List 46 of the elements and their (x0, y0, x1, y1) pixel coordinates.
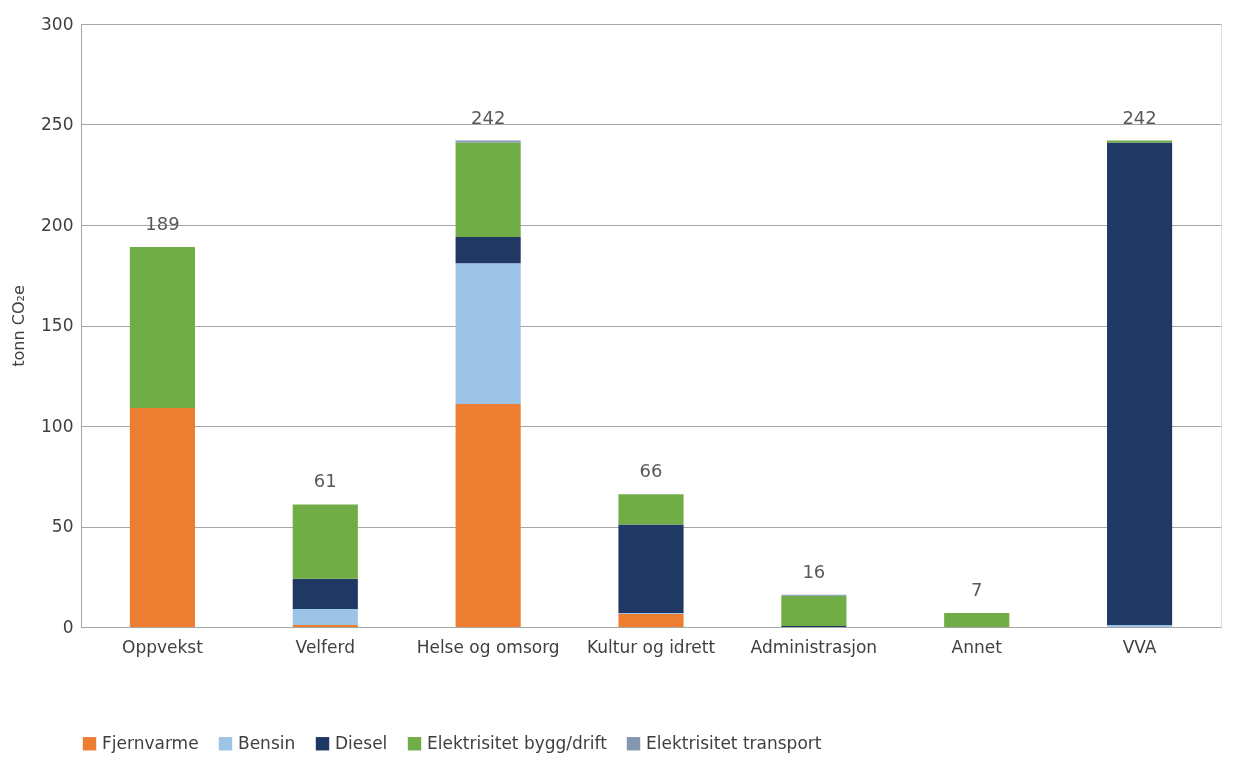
y-tick-label: 150 (41, 315, 74, 335)
total-label: 61 (313, 470, 337, 492)
total-label: 242 (1122, 106, 1157, 128)
bar (292, 504, 358, 579)
bar (292, 624, 358, 627)
y-tick-label: 100 (41, 415, 74, 436)
bar (618, 524, 684, 613)
total-label: 189 (145, 213, 180, 235)
total-label: 66 (639, 460, 663, 482)
legend-label: Bensin (238, 732, 296, 753)
x-tick-label: Kultur og idrett (586, 636, 716, 657)
total-label: 16 (802, 560, 826, 582)
bar (1107, 624, 1173, 627)
y-tick-label: 0 (62, 616, 74, 637)
bar (292, 578, 358, 609)
bar (1107, 140, 1173, 143)
bar (455, 237, 521, 264)
bar (618, 613, 684, 627)
y-tick-label: 200 (41, 214, 74, 235)
x-tick-label: Velferd (295, 636, 355, 657)
y-axis-title: tonn CO₂e (9, 285, 29, 367)
legend-label: Elektrisitet bygg/drift (427, 732, 608, 753)
bar (944, 612, 1010, 627)
y-tick-label: 50 (51, 516, 74, 536)
y-tick-label: 250 (41, 114, 74, 134)
legend-label: Elektrisitet transport (646, 732, 822, 753)
x-tick-label: Administrasjon (750, 636, 878, 657)
bar (292, 608, 358, 625)
bar (455, 140, 521, 143)
x-tick-label: Helse og omsorg (416, 636, 560, 657)
legend-label: Fjernvarme (102, 732, 199, 753)
total-label: 7 (970, 578, 983, 600)
bar (1107, 142, 1173, 625)
x-tick-label: Annet (951, 636, 1003, 657)
bar (618, 494, 684, 525)
bar (455, 403, 521, 627)
y-tick-label: 300 (41, 13, 74, 34)
bar (129, 247, 195, 408)
legend-label: Diesel (335, 732, 388, 753)
x-tick-label: Oppvekst (122, 636, 204, 657)
bar (455, 142, 521, 238)
bar (455, 263, 521, 404)
bar (129, 407, 195, 627)
bar (781, 595, 847, 626)
total-label: 242 (470, 106, 506, 128)
x-tick-label: VVA (1122, 636, 1157, 657)
